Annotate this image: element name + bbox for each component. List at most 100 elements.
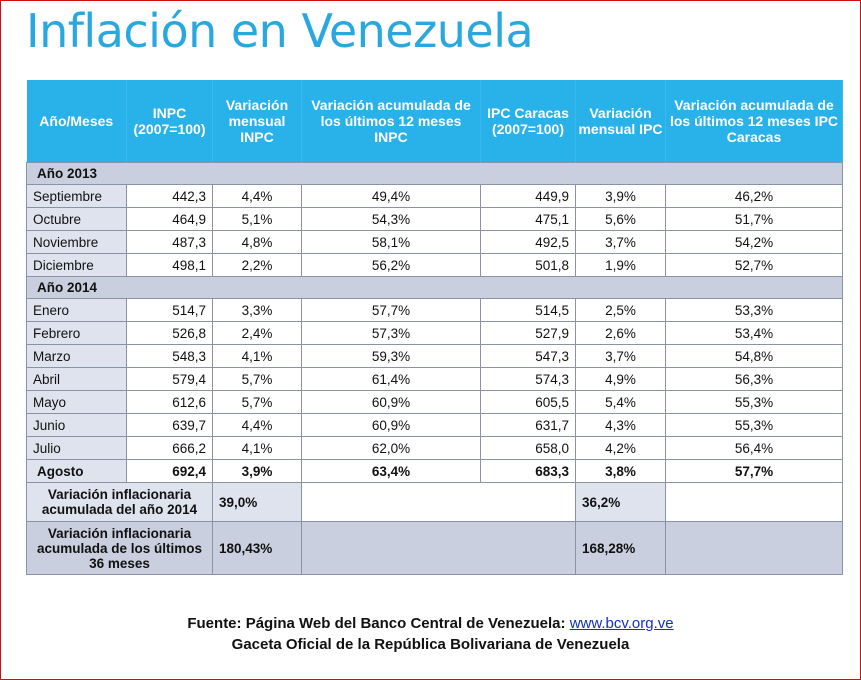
cell-inpc: 514,7 <box>126 298 213 322</box>
cell-inpc-monthly: 4,4% <box>212 184 302 208</box>
cell-inpc-12m: 58,1% <box>301 230 481 254</box>
cell-inpc-monthly: 5,7% <box>212 390 302 414</box>
row-month: Febrero <box>26 321 127 345</box>
source-text: Fuente: Página Web del Banco Central de … <box>187 615 566 632</box>
cell-inpc-monthly: 5,7% <box>212 367 302 391</box>
cell-ipc-monthly: 4,9% <box>575 367 666 391</box>
cell-ipc-monthly: 5,4% <box>575 390 666 414</box>
cell-ipc-monthly: 3,8% <box>575 459 666 483</box>
cell-ipc-monthly: 2,6% <box>575 321 666 345</box>
cell-inpc-12m: 62,0% <box>301 436 481 460</box>
header-row: Año/Meses INPC (2007=100) Variación mens… <box>26 80 843 163</box>
cell-inpc: 526,8 <box>126 321 213 345</box>
row-month: Diciembre <box>26 253 127 277</box>
cell-ipc: 683,3 <box>480 459 576 483</box>
cell-ipc-monthly: 1,9% <box>575 253 666 277</box>
cell-ipc-12m: 53,4% <box>665 321 843 345</box>
table-row-latest: Agosto 692,4 3,9% 63,4% 683,3 3,8% 57,7% <box>26 459 843 483</box>
cell-inpc-monthly: 3,9% <box>212 459 302 483</box>
cell-ipc: 605,5 <box>480 390 576 414</box>
year-label: Año 2014 <box>26 276 843 299</box>
row-month: Abril <box>26 367 127 391</box>
row-month: Octubre <box>26 207 127 231</box>
table-row: Diciembre 498,1 2,2% 56,2% 501,8 1,9% 52… <box>26 253 843 277</box>
row-month: Junio <box>26 413 127 437</box>
cell-ipc-monthly: 3,7% <box>575 230 666 254</box>
cell-inpc: 442,3 <box>126 184 213 208</box>
gazette-line: Gaceta Oficial de la República Bolivaria… <box>231 636 630 653</box>
source-link[interactable]: www.bcv.org.ve <box>569 615 674 632</box>
row-month: Julio <box>26 436 127 460</box>
row-month: Enero <box>26 298 127 322</box>
cell-inpc-monthly: 4,4% <box>212 413 302 437</box>
cell-inpc-12m: 59,3% <box>301 344 481 368</box>
cell-inpc-12m: 60,9% <box>301 413 481 437</box>
source-line: Fuente: Página Web del Banco Central de … <box>0 615 861 632</box>
cell-ipc: 514,5 <box>480 298 576 322</box>
table-row: Septiembre 442,3 4,4% 49,4% 449,9 3,9% 4… <box>26 184 843 208</box>
cell-inpc-12m: 54,3% <box>301 207 481 231</box>
inflation-table: Año/Meses INPC (2007=100) Variación mens… <box>26 80 843 575</box>
cell-ipc-12m: 54,2% <box>665 230 843 254</box>
cell-ipc-monthly: 4,3% <box>575 413 666 437</box>
summary-annual-ipc: 36,2% <box>575 482 666 522</box>
row-month: Marzo <box>26 344 127 368</box>
table-row: Marzo 548,3 4,1% 59,3% 547,3 3,7% 54,8% <box>26 344 843 368</box>
header-ipc-monthly: Variación mensual IPC <box>575 80 666 163</box>
cell-ipc-12m: 56,4% <box>665 436 843 460</box>
cell-ipc-monthly: 3,7% <box>575 344 666 368</box>
table-row: Junio 639,7 4,4% 60,9% 631,7 4,3% 55,3% <box>26 413 843 437</box>
summary-annual-label: Variación inflacionaria acumulada del añ… <box>26 482 213 522</box>
cell-inpc: 666,2 <box>126 436 213 460</box>
cell-inpc-12m: 57,3% <box>301 321 481 345</box>
table-row: Octubre 464,9 5,1% 54,3% 475,1 5,6% 51,7… <box>26 207 843 231</box>
header-inpc: INPC (2007=100) <box>126 80 213 163</box>
summary-blank <box>665 482 843 522</box>
cell-inpc: 579,4 <box>126 367 213 391</box>
cell-inpc: 498,1 <box>126 253 213 277</box>
row-month: Mayo <box>26 390 127 414</box>
table-row: Mayo 612,6 5,7% 60,9% 605,5 5,4% 55,3% <box>26 390 843 414</box>
cell-inpc: 639,7 <box>126 413 213 437</box>
cell-ipc: 449,9 <box>480 184 576 208</box>
summary-blank <box>301 482 576 522</box>
cell-ipc: 475,1 <box>480 207 576 231</box>
cell-inpc-monthly: 4,1% <box>212 344 302 368</box>
cell-ipc-12m: 54,8% <box>665 344 843 368</box>
table-row: Febrero 526,8 2,4% 57,3% 527,9 2,6% 53,4… <box>26 321 843 345</box>
cell-ipc: 547,3 <box>480 344 576 368</box>
cell-inpc: 612,6 <box>126 390 213 414</box>
cell-ipc-monthly: 3,9% <box>575 184 666 208</box>
summary-row-36-months: Variación inflacionaria acumulada de los… <box>26 521 843 575</box>
header-inpc-monthly: Variación mensual INPC <box>212 80 302 163</box>
summary-row-annual: Variación inflacionaria acumulada del añ… <box>26 482 843 522</box>
cell-inpc-monthly: 4,8% <box>212 230 302 254</box>
cell-ipc: 631,7 <box>480 413 576 437</box>
summary-blank <box>301 521 576 575</box>
year-label: Año 2013 <box>26 162 843 185</box>
cell-ipc-12m: 56,3% <box>665 367 843 391</box>
header-ipc: IPC Caracas (2007=100) <box>480 80 576 163</box>
summary-blank <box>665 521 843 575</box>
summary-36m-label: Variación inflacionaria acumulada de los… <box>26 521 213 575</box>
cell-inpc-12m: 49,4% <box>301 184 481 208</box>
cell-inpc-monthly: 5,1% <box>212 207 302 231</box>
cell-inpc-monthly: 2,4% <box>212 321 302 345</box>
year-row: Año 2014 <box>26 276 843 299</box>
cell-inpc: 487,3 <box>126 230 213 254</box>
table-row: Enero 514,7 3,3% 57,7% 514,5 2,5% 53,3% <box>26 298 843 322</box>
cell-ipc-monthly: 2,5% <box>575 298 666 322</box>
header-ipc-12m: Variación acumulada de los últimos 12 me… <box>665 80 843 163</box>
year-row: Año 2013 <box>26 162 843 185</box>
cell-inpc: 692,4 <box>126 459 213 483</box>
summary-36m-inpc: 180,43% <box>212 521 302 575</box>
header-inpc-12m: Variación acumulada de los últimos 12 me… <box>301 80 481 163</box>
summary-annual-inpc: 39,0% <box>212 482 302 522</box>
header-period: Año/Meses <box>26 80 127 163</box>
cell-ipc-monthly: 5,6% <box>575 207 666 231</box>
row-month: Agosto <box>26 459 127 483</box>
page-title: Inflación en Venezuela <box>26 4 534 58</box>
table-row: Julio 666,2 4,1% 62,0% 658,0 4,2% 56,4% <box>26 436 843 460</box>
cell-inpc: 464,9 <box>126 207 213 231</box>
cell-ipc: 574,3 <box>480 367 576 391</box>
